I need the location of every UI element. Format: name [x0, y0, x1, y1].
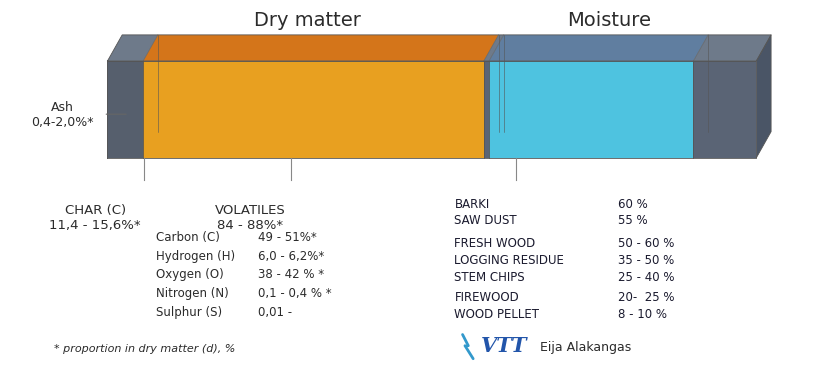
Text: VOLATILES
84 - 88%*: VOLATILES 84 - 88%* — [215, 204, 286, 232]
Text: STEM CHIPS: STEM CHIPS — [455, 271, 525, 284]
Polygon shape — [484, 35, 504, 61]
Bar — [107, 61, 143, 158]
Text: 25 - 40 %: 25 - 40 % — [618, 271, 674, 284]
Text: CHAR (C)
11,4 - 15,6%*: CHAR (C) 11,4 - 15,6%* — [49, 204, 141, 232]
Text: FRESH WOOD: FRESH WOOD — [455, 237, 536, 250]
Text: 38 - 42 % *: 38 - 42 % * — [259, 268, 324, 282]
Polygon shape — [694, 35, 771, 61]
Text: 49 - 51%*: 49 - 51%* — [259, 231, 317, 244]
Text: 55 %: 55 % — [618, 214, 647, 228]
Text: VTT: VTT — [481, 336, 527, 357]
Bar — [484, 61, 489, 158]
Text: 20-  25 %: 20- 25 % — [618, 291, 674, 304]
Text: 0,01 -: 0,01 - — [259, 306, 292, 319]
Text: WOOD PELLET: WOOD PELLET — [455, 308, 540, 321]
Text: 60 %: 60 % — [618, 198, 647, 211]
Text: FIREWOOD: FIREWOOD — [455, 291, 519, 304]
Text: Ash
0,4-2,0%*: Ash 0,4-2,0%* — [31, 101, 94, 129]
Text: * proportion in dry matter (d), %: * proportion in dry matter (d), % — [54, 344, 236, 354]
Polygon shape — [757, 35, 771, 158]
Polygon shape — [489, 35, 708, 61]
Text: 35 - 50 %: 35 - 50 % — [618, 254, 674, 267]
Text: Hydrogen (H): Hydrogen (H) — [156, 250, 236, 263]
Bar — [694, 61, 757, 158]
Text: 50 - 60 %: 50 - 60 % — [618, 237, 674, 250]
Bar — [143, 61, 484, 158]
Text: Eija Alakangas: Eija Alakangas — [540, 341, 631, 354]
Text: Sulphur (S): Sulphur (S) — [156, 306, 223, 319]
Text: Oxygen (O): Oxygen (O) — [156, 268, 224, 282]
Text: Moisture: Moisture — [568, 11, 651, 30]
Text: BARKI: BARKI — [455, 198, 490, 211]
Text: Dry matter: Dry matter — [254, 11, 361, 30]
Text: SAW DUST: SAW DUST — [455, 214, 517, 228]
Text: Nitrogen (N): Nitrogen (N) — [156, 287, 229, 300]
Bar — [489, 61, 694, 158]
Text: LOGGING RESIDUE: LOGGING RESIDUE — [455, 254, 564, 267]
Text: 8 - 10 %: 8 - 10 % — [618, 308, 667, 321]
Polygon shape — [143, 35, 499, 61]
Text: 0,1 - 0,4 % *: 0,1 - 0,4 % * — [259, 287, 333, 300]
Text: Carbon (C): Carbon (C) — [156, 231, 220, 244]
Text: 6,0 - 6,2%*: 6,0 - 6,2%* — [259, 250, 325, 263]
Polygon shape — [107, 35, 158, 61]
